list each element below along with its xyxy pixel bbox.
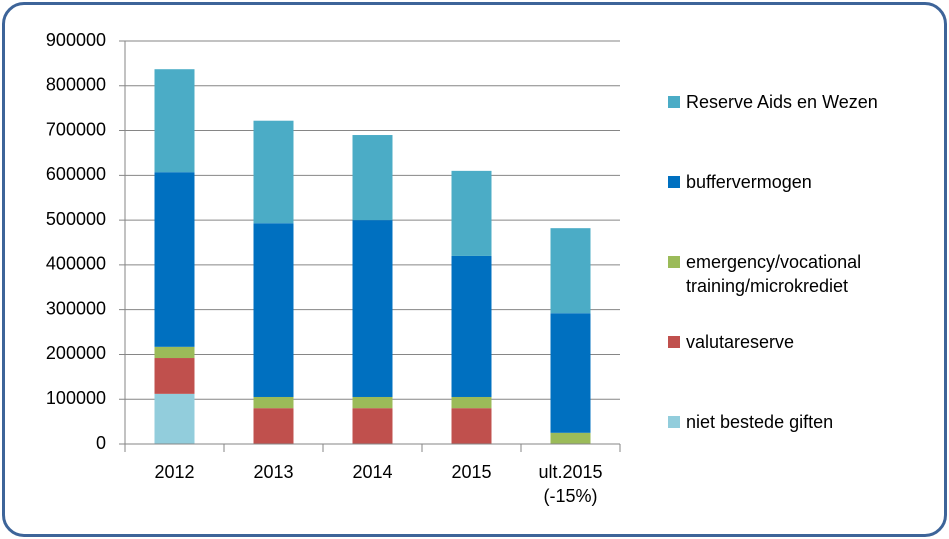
bar-segment (352, 408, 393, 444)
bar-segment (253, 120, 294, 224)
y-tick-label: 100000 (46, 388, 106, 408)
bar-segment (154, 393, 195, 444)
legend-swatch (668, 176, 680, 188)
bar-segment (352, 396, 393, 409)
legend-label: niet bestede giften (686, 412, 834, 432)
legend-swatch (668, 336, 680, 348)
legend-swatch (668, 96, 680, 108)
bar-segment (253, 396, 294, 409)
y-tick-label: 300000 (46, 298, 106, 318)
x-tick-label: 2014 (352, 462, 393, 482)
y-tick-label: 600000 (46, 164, 106, 184)
legend-label: Reserve Aids en Wezen (686, 92, 878, 112)
y-tick-label: 700000 (46, 119, 106, 139)
y-tick-label: 0 (96, 433, 106, 453)
bar-segment (550, 432, 591, 444)
legend-label: buffervermogen (686, 172, 812, 192)
bar-segment (352, 220, 393, 397)
x-tick-label: 2015 (451, 462, 492, 482)
y-tick-label: 900000 (46, 30, 106, 50)
y-tick-label: 800000 (46, 75, 106, 95)
legend-swatch (668, 416, 680, 428)
y-tick-label: 200000 (46, 343, 106, 363)
bar-segment (451, 396, 492, 409)
bar-segment (154, 358, 195, 394)
bar-segment (451, 170, 492, 256)
bar-segment (451, 255, 492, 397)
bar-segment (352, 135, 393, 221)
x-tick-label: ult.2015 (-15%) (538, 462, 603, 506)
bar-segment (253, 223, 294, 397)
x-tick-label: 2012 (154, 462, 195, 482)
bar-segment (550, 313, 591, 433)
bar-segment (154, 172, 195, 347)
y-tick-label: 400000 (46, 254, 106, 274)
bar-segment (253, 408, 294, 444)
bar-segment (550, 228, 591, 314)
legend-label: valutareserve (686, 332, 795, 352)
y-tick-label: 500000 (46, 209, 106, 229)
legend-swatch (668, 256, 680, 268)
legend-label: emergency/vocational training/microkredi… (686, 252, 862, 296)
bar-segment (451, 408, 492, 444)
x-tick-label: 2013 (253, 462, 294, 482)
bar-segment (154, 69, 195, 173)
bar-segment (154, 346, 195, 359)
